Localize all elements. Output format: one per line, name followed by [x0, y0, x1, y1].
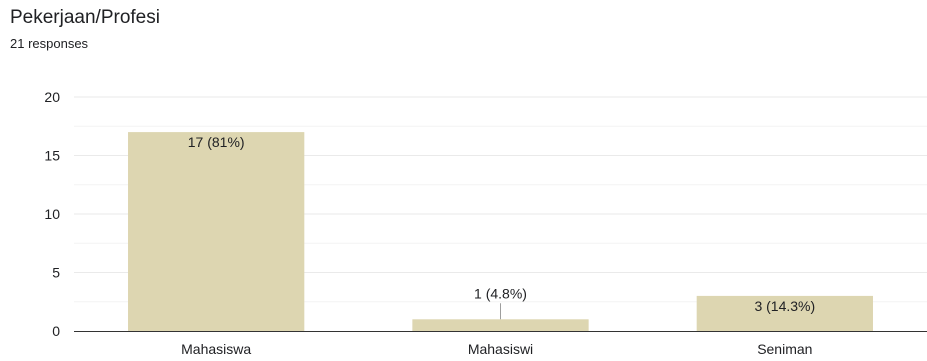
bar	[696, 295, 873, 331]
y-tick-label: 20	[44, 89, 60, 105]
bars: 17 (81%) 1 (4.8%) 3 (14.3%)	[128, 132, 873, 331]
chart-header: Pekerjaan/Profesi 21 responses	[10, 6, 160, 52]
chart-title: Pekerjaan/Profesi	[10, 7, 160, 28]
bar-data-label: 3 (14.3%)	[754, 298, 815, 314]
y-tick-label: 10	[44, 206, 60, 222]
y-tick-label: 5	[52, 265, 60, 281]
y-tick-label: 15	[44, 148, 60, 164]
y-tick-label: 0	[52, 323, 60, 339]
bar	[128, 132, 305, 331]
bar-data-label: 1 (4.8%)	[474, 285, 527, 301]
x-axis-ticks: Mahasiswa Mahasiswi Seniman	[181, 341, 812, 357]
x-tick-label: Seniman	[757, 341, 812, 357]
bar	[412, 319, 589, 331]
x-tick-label: Mahasiswa	[181, 341, 251, 357]
response-count: 21 responses	[10, 36, 89, 51]
y-axis-ticks: 0 5 10 15 20	[44, 89, 60, 339]
bar-data-label: 17 (81%)	[188, 134, 245, 150]
x-tick-label: Mahasiswi	[468, 341, 533, 357]
